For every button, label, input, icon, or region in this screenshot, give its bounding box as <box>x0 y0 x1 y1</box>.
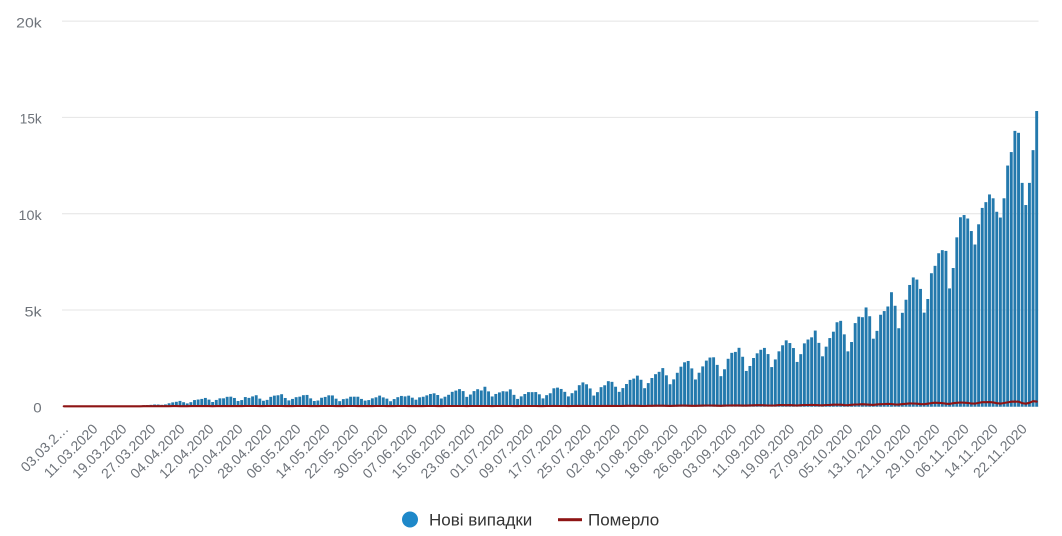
svg-text:Померло: Померло <box>588 511 659 530</box>
svg-text:10k: 10k <box>19 207 43 223</box>
svg-text:Нові випадки: Нові випадки <box>429 511 532 530</box>
svg-text:5k: 5k <box>25 303 43 319</box>
svg-text:20k: 20k <box>16 14 43 30</box>
svg-text:0: 0 <box>33 400 42 416</box>
svg-text:15k: 15k <box>20 111 43 127</box>
